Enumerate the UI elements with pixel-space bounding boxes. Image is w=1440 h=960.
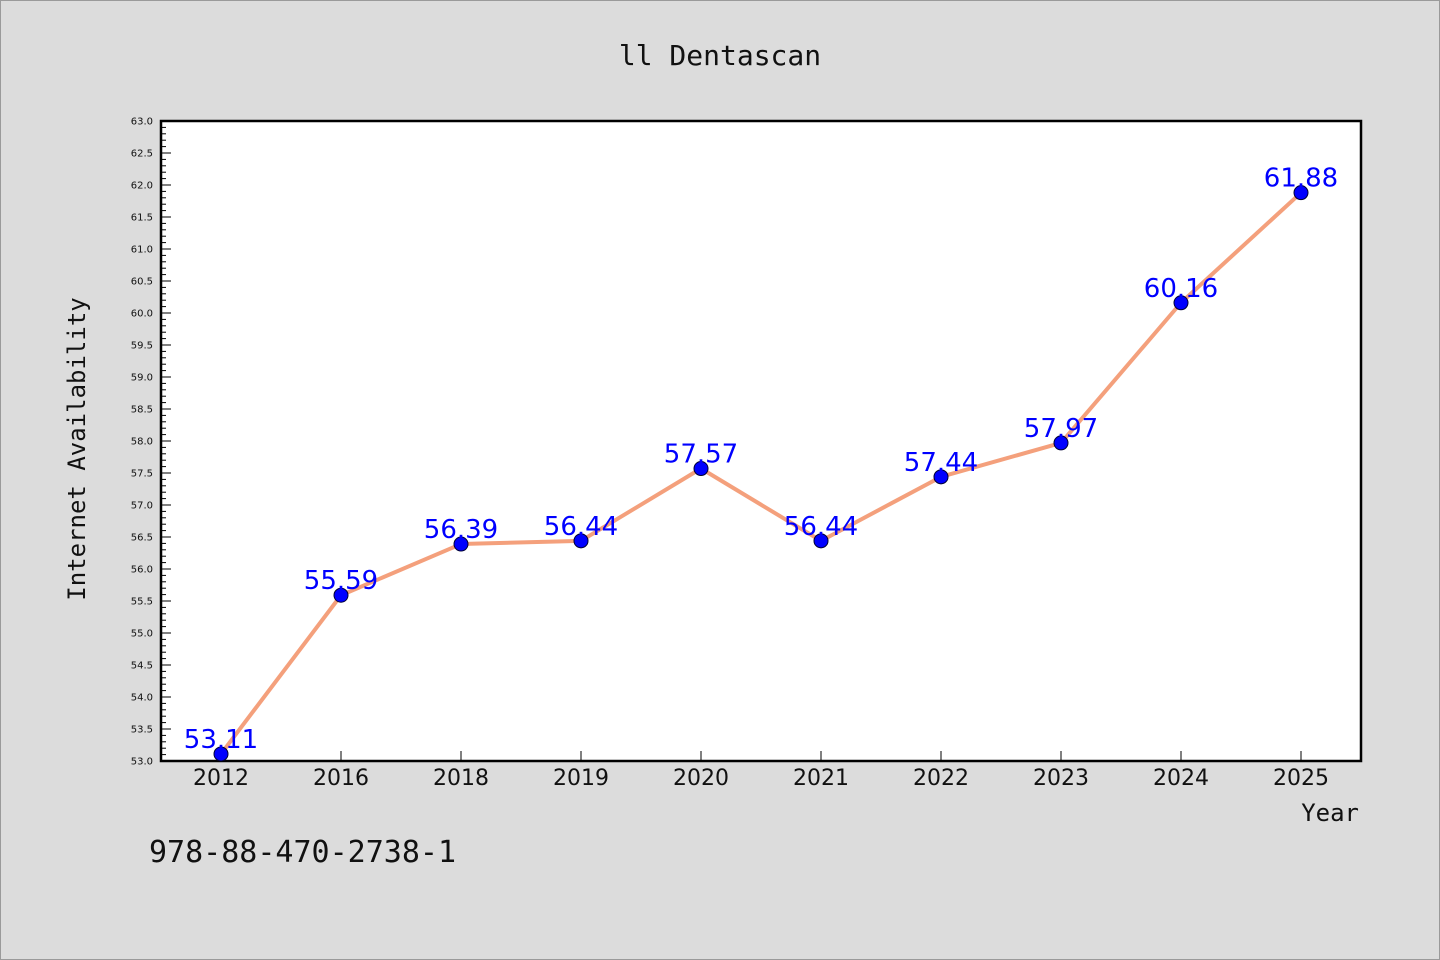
x-tick-label: 2024: [1153, 766, 1209, 791]
y-tick-label: 58.5: [131, 405, 153, 416]
series-line: [219, 191, 1303, 756]
x-tick-label: 2018: [433, 766, 489, 791]
data-point: [813, 533, 829, 549]
x-tick-label: 2025: [1273, 766, 1329, 791]
data-point: [1053, 435, 1069, 451]
series-layer: 53.11 55.59 56.39 56.44 57.57 56.44 57.44 57.97…: [184, 164, 1338, 762]
data-point: [333, 587, 349, 603]
data-label: 61.88: [1264, 164, 1338, 194]
y-tick-label: 59.0: [131, 373, 153, 384]
x-tick-label: 2021: [793, 766, 849, 791]
data-label: 60.16: [1144, 274, 1218, 304]
y-axis-title: Internet Availability: [63, 297, 91, 600]
y-tick-label: 53.0: [131, 757, 153, 768]
y-tick-label: 60.5: [131, 277, 153, 288]
y-tick-label: 56.5: [131, 533, 153, 544]
data-label: 57.44: [904, 448, 978, 478]
data-point: [453, 536, 469, 552]
data-label: 57.57: [664, 440, 738, 470]
data-point: [1293, 185, 1309, 201]
y-tick-label: 58.0: [131, 437, 153, 448]
data-point: [213, 746, 229, 762]
footer-code: 978-88-470-2738-1: [149, 835, 457, 870]
data-label: 56.39: [424, 515, 498, 545]
y-tick-label: 57.5: [131, 469, 153, 480]
x-axis: 2012 2016 2018 2019 2020 2021 2022 2023 2024 2025: [193, 751, 1329, 791]
data-point: [933, 469, 949, 485]
y-tick-label: 61.5: [131, 213, 153, 224]
data-label: 56.44: [784, 512, 858, 542]
x-tick-label: 2012: [193, 766, 249, 791]
y-tick-label: 57.0: [131, 501, 153, 512]
y-tick-label: 56.0: [131, 565, 153, 576]
y-tick-label: 61.0: [131, 245, 153, 256]
x-tick-label: 2019: [553, 766, 609, 791]
y-tick-label: 53.5: [131, 725, 153, 736]
chart-title: ll Dentascan: [619, 39, 821, 72]
x-tick-label: 2020: [673, 766, 729, 791]
y-tick-label: 54.5: [131, 661, 153, 672]
data-point: [1173, 295, 1189, 311]
x-axis-title: Year: [1301, 799, 1359, 827]
data-point: [573, 533, 589, 549]
data-label: 57.97: [1024, 414, 1098, 444]
data-label: 56.44: [544, 512, 618, 542]
plot-area: [159, 119, 1363, 763]
x-tick-label: 2016: [313, 766, 369, 791]
x-tick-label: 2023: [1033, 766, 1089, 791]
y-tick-label: 54.0: [131, 693, 153, 704]
y-tick-label: 62.5: [131, 149, 153, 160]
y-tick-label: 63.0: [131, 117, 153, 128]
data-label: 53.11: [184, 725, 258, 755]
y-tick-label: 60.0: [131, 309, 153, 320]
x-tick-label: 2022: [913, 766, 969, 791]
y-tick-label: 62.0: [131, 181, 153, 192]
data-label: 55.59: [304, 566, 378, 596]
y-tick-label: 59.5: [131, 341, 153, 352]
data-point: [693, 461, 709, 477]
y-tick-label: 55.5: [131, 597, 153, 608]
y-axis: 53.0 53.5 54.0 54.5 55.0 55.5 56.0 56.5 57.0 57.5…: [131, 117, 171, 768]
y-tick-label: 55.0: [131, 629, 153, 640]
